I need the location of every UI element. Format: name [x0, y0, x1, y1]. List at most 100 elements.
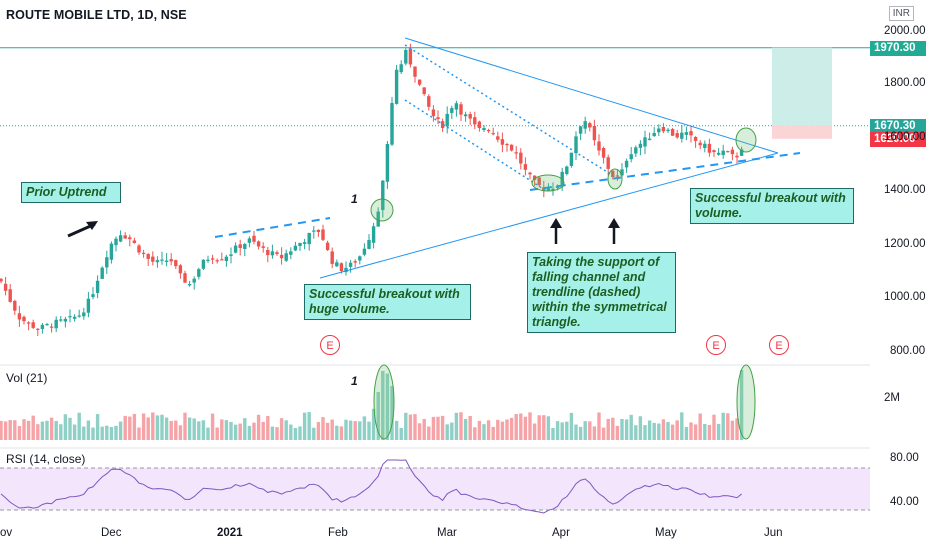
volume-bar — [666, 422, 670, 440]
volume-bar — [739, 370, 744, 440]
volume-bar — [440, 415, 445, 440]
candle-body — [100, 267, 104, 279]
candle-body — [624, 160, 629, 168]
volume-bar — [197, 421, 201, 440]
falling-channel-line — [404, 44, 621, 181]
candle-body — [362, 248, 367, 255]
candle-body — [36, 328, 40, 330]
volume-bar — [703, 424, 707, 440]
candle-body — [59, 319, 63, 321]
candle-body — [638, 143, 643, 148]
marker-1-volume: 1 — [351, 374, 358, 388]
candle-body — [72, 316, 77, 319]
volume-bar — [312, 427, 316, 440]
candle-body — [206, 259, 210, 261]
candle-body — [445, 113, 449, 127]
earnings-marker[interactable]: E — [706, 335, 726, 355]
candle-body — [569, 152, 574, 166]
candle-body — [215, 260, 219, 262]
volume-bar — [293, 427, 298, 440]
volume-bar — [335, 425, 339, 440]
volume-bar — [445, 424, 449, 440]
candle-body — [689, 131, 693, 136]
volume-bar — [578, 426, 583, 440]
candle-body — [468, 114, 472, 119]
volume-bar — [680, 412, 684, 440]
volume-bar — [450, 422, 454, 440]
volume-bar — [13, 420, 17, 440]
volume-bar — [151, 412, 155, 440]
volume-bar — [114, 425, 118, 440]
candle-body — [54, 319, 58, 329]
candle-body — [450, 108, 454, 113]
breakout-volume-note: Successful breakout with volume. — [690, 188, 854, 224]
candle-body — [312, 230, 316, 232]
candle-body — [473, 117, 477, 125]
candle-body — [532, 175, 537, 180]
candle-body — [615, 175, 620, 177]
earnings-marker[interactable]: E — [769, 335, 789, 355]
support-highlight — [531, 174, 565, 192]
candle-body — [192, 278, 196, 283]
earnings-marker[interactable]: E — [320, 335, 340, 355]
candle-body — [3, 283, 8, 291]
currency-badge[interactable]: INR — [888, 6, 914, 21]
volume-bar — [491, 426, 495, 440]
volume-bar — [187, 417, 192, 440]
volume-bar — [59, 424, 63, 440]
volume-bar — [675, 420, 679, 440]
candle-body — [399, 64, 403, 73]
volume-bar — [537, 415, 541, 440]
candle-body — [164, 260, 169, 262]
candle-body — [137, 245, 141, 253]
volume-bar — [270, 426, 275, 440]
volume-bar — [128, 416, 132, 440]
candle-body — [735, 155, 739, 158]
volume-bar — [82, 426, 86, 440]
candle-body — [726, 151, 730, 153]
volume-bar — [436, 416, 440, 440]
volume-bar — [183, 412, 187, 440]
candle-body — [500, 139, 505, 145]
volume-bar — [105, 425, 109, 440]
candle-body — [620, 169, 624, 176]
candle-body — [551, 188, 555, 191]
candle-body — [496, 136, 500, 140]
volume-bar — [247, 425, 252, 440]
x-tick-label: ov — [0, 527, 13, 539]
volume-bar — [77, 412, 81, 440]
candle-body — [703, 143, 707, 149]
candle-body — [63, 318, 68, 322]
candle-body — [40, 324, 45, 329]
volume-bar — [376, 391, 380, 440]
rsi-tick-label: 80.00 — [890, 452, 919, 464]
candle-body — [578, 126, 583, 134]
x-tick-label: Feb — [328, 527, 348, 539]
candle-body — [275, 252, 279, 255]
candle-body — [279, 254, 284, 259]
candle-body — [565, 166, 569, 175]
candle-body — [482, 127, 486, 131]
volume-bar — [36, 424, 40, 440]
y-tick-label: 1200.00 — [884, 238, 926, 250]
candle-body — [698, 142, 702, 146]
support-highlight — [607, 168, 623, 190]
volume-bar — [137, 427, 141, 440]
candle-body — [643, 137, 647, 147]
candle-body — [376, 211, 380, 227]
volume-bar — [353, 421, 357, 440]
volume-bar — [689, 422, 693, 440]
candle-body — [187, 283, 192, 286]
candle-body — [256, 241, 261, 247]
x-tick-label: May — [655, 527, 677, 539]
volume-bar — [532, 423, 537, 440]
volume-highlight — [736, 364, 756, 440]
candle-body — [151, 256, 155, 262]
candle-body — [174, 260, 178, 267]
volume-bar — [192, 418, 196, 440]
volume-bar — [238, 423, 242, 440]
volume-bar — [266, 415, 270, 440]
y-tick-label: 800.00 — [890, 345, 926, 357]
volume-bar — [721, 412, 725, 440]
volume-bar — [68, 417, 72, 440]
